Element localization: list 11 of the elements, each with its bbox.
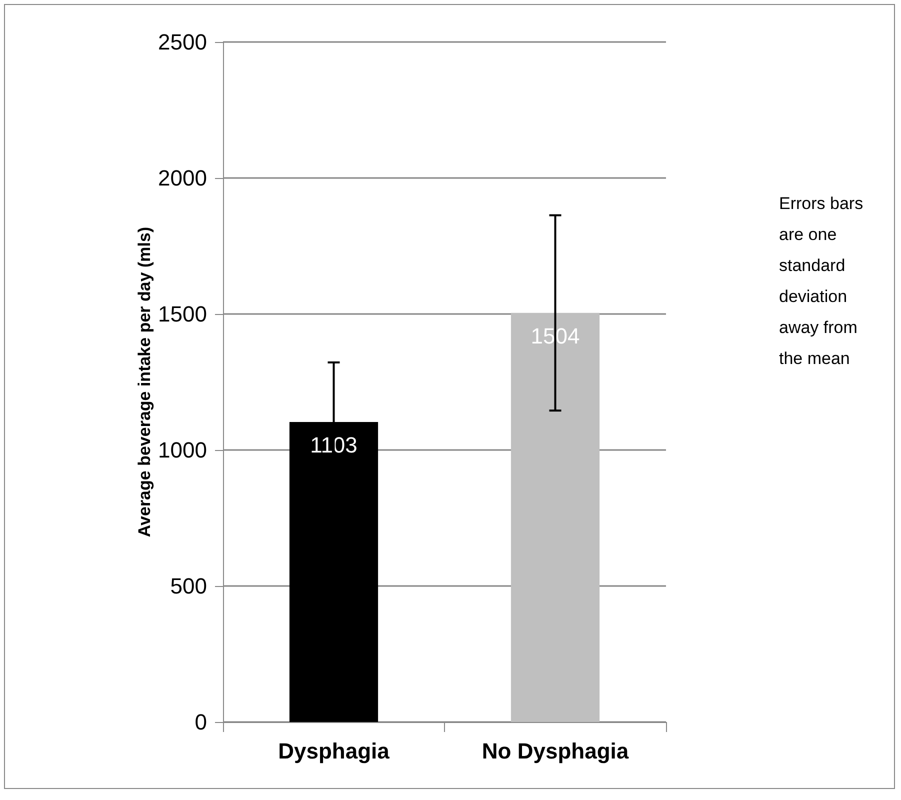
y-axis-title: Average beverage intake per day (mls) bbox=[135, 226, 154, 538]
y-tick-label: 1000 bbox=[158, 438, 207, 462]
y-tick-label: 1500 bbox=[158, 302, 207, 326]
y-tick-label: 500 bbox=[170, 574, 207, 598]
data-label: 1103 bbox=[310, 432, 358, 458]
y-tick-label: 2000 bbox=[158, 166, 207, 190]
x-tick-label: Dysphagia bbox=[278, 738, 390, 764]
y-tick-label: 0 bbox=[194, 710, 207, 734]
x-tick-label: No Dysphagia bbox=[482, 738, 630, 764]
y-tick-label: 2500 bbox=[158, 30, 207, 54]
text: Errors bars are one standard deviation away from the mean bbox=[779, 194, 868, 368]
